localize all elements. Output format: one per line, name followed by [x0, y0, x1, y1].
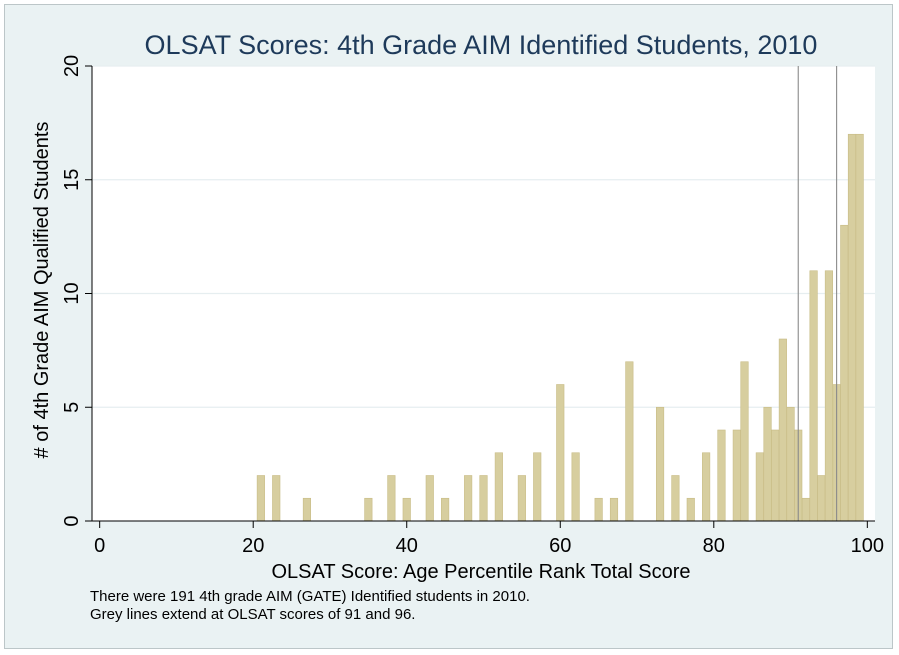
x-tick-label: 100: [851, 535, 884, 557]
footnote-line-2: Grey lines extend at OLSAT scores of 91 …: [90, 606, 416, 623]
bar: [786, 406, 795, 522]
bar: [402, 497, 411, 522]
y-tick-label: 15: [61, 169, 83, 191]
bar: [671, 475, 680, 522]
x-tick-label: 20: [242, 535, 264, 557]
bar: [717, 429, 726, 522]
bar: [809, 270, 818, 522]
bar: [778, 338, 787, 522]
y-tick-label: 5: [61, 402, 83, 413]
footnote-line-1: There were 191 4th grade AIM (GATE) Iden…: [90, 588, 530, 605]
y-tick-label: 10: [61, 282, 83, 304]
bar: [855, 133, 864, 522]
bar: [801, 497, 810, 522]
bar: [425, 475, 434, 522]
bar: [740, 361, 749, 522]
x-axis-label: OLSAT Score: Age Percentile Rank Total S…: [271, 561, 690, 583]
bar: [364, 497, 373, 522]
x-axis-ticks: 0 20 40 60 80 100: [94, 521, 884, 557]
bar: [533, 452, 542, 522]
x-tick-label: 80: [703, 535, 725, 557]
bar: [479, 475, 488, 522]
y-gridlines: [92, 65, 875, 408]
bar: [732, 429, 741, 522]
bar: [763, 406, 772, 522]
bar: [840, 224, 849, 522]
bar: [571, 452, 580, 522]
x-tick-label: 0: [94, 535, 105, 557]
bar: [702, 452, 711, 522]
bar: [655, 406, 665, 522]
bar: [771, 429, 780, 522]
bar: [256, 475, 265, 522]
bar: [302, 497, 312, 522]
bar: [686, 497, 695, 522]
bar: [847, 133, 857, 522]
bar: [594, 497, 603, 522]
bar: [556, 384, 565, 522]
bar: [625, 361, 634, 522]
y-axis-label: # of 4th Grade AIM Qualified Students: [31, 122, 53, 459]
chart-title: OLSAT Scores: 4th Grade AIM Identified S…: [145, 30, 818, 60]
bar: [817, 475, 826, 522]
bar: [824, 270, 834, 522]
bar: [609, 497, 619, 522]
bar: [494, 452, 503, 522]
bar: [441, 497, 450, 522]
x-tick-label: 40: [396, 535, 418, 557]
reference-lines: [797, 66, 838, 521]
y-tick-label: 0: [61, 515, 83, 526]
y-tick-label: 20: [61, 55, 83, 77]
bar: [755, 452, 764, 522]
bar: [517, 475, 526, 522]
y-axis-ticks: 0 5 10 15 20: [61, 55, 92, 527]
bar: [387, 475, 396, 522]
bar: [272, 475, 281, 522]
x-tick-label: 60: [549, 535, 571, 557]
bar: [464, 475, 473, 522]
